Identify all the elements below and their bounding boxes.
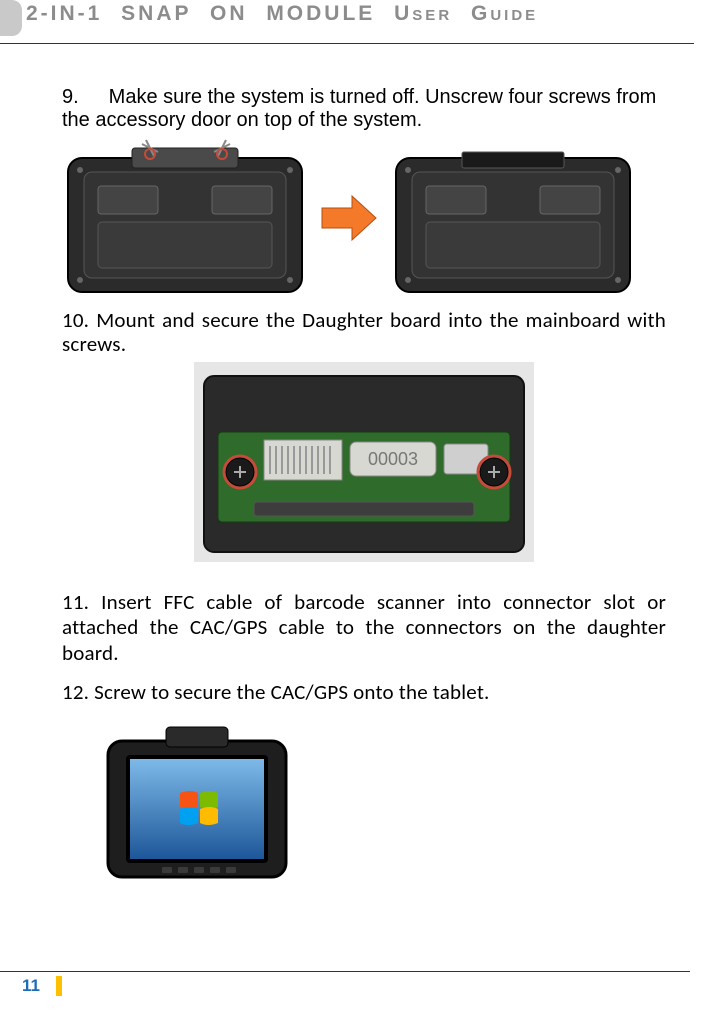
page-header: 2-IN-1 SNAP ON MODULE User Guide xyxy=(0,0,694,44)
board-label: 00003 xyxy=(368,449,418,469)
step-9-text: Make sure the system is turned off. Unsc… xyxy=(62,86,656,131)
step-11-text: Insert FFC cable of barcode scanner into… xyxy=(62,589,666,665)
header-title: 2-IN-1 SNAP ON MODULE User Guide xyxy=(22,2,694,25)
tablet-back-with-door-icon xyxy=(62,138,308,298)
step-10-text: Mount and secure the Daughter board into… xyxy=(62,307,666,357)
step-12-number: 12. xyxy=(62,679,89,705)
step-11-number: 11. xyxy=(62,589,89,615)
step-12-text: Screw to secure the CAC/GPS onto the tab… xyxy=(94,679,489,705)
header-tab-decoration xyxy=(0,0,22,36)
page-number: 11 xyxy=(0,976,50,996)
step-9-number: 9. xyxy=(62,86,92,109)
arrow-right-icon xyxy=(318,192,380,244)
daughterboard-figure: 00003 xyxy=(194,362,534,562)
step-11: 11. Insert FFC cable of barcode scanner … xyxy=(62,590,666,666)
step-9: 9. Make sure the system is turned off. U… xyxy=(62,86,666,132)
tablet-front-icon xyxy=(102,723,292,883)
figure-step9 xyxy=(62,138,666,298)
step-10: 10. Mount and secure the Daughter board … xyxy=(62,308,666,356)
tablet-back-open-icon xyxy=(390,138,636,298)
step-10-number: 10. xyxy=(62,307,89,333)
page-footer: 11 xyxy=(0,971,690,997)
content-area: 9. Make sure the system is turned off. U… xyxy=(0,44,716,888)
figure-step12 xyxy=(102,723,666,888)
step-12: 12. Screw to secure the CAC/GPS onto the… xyxy=(62,680,666,705)
footer-accent-bar xyxy=(56,976,62,996)
